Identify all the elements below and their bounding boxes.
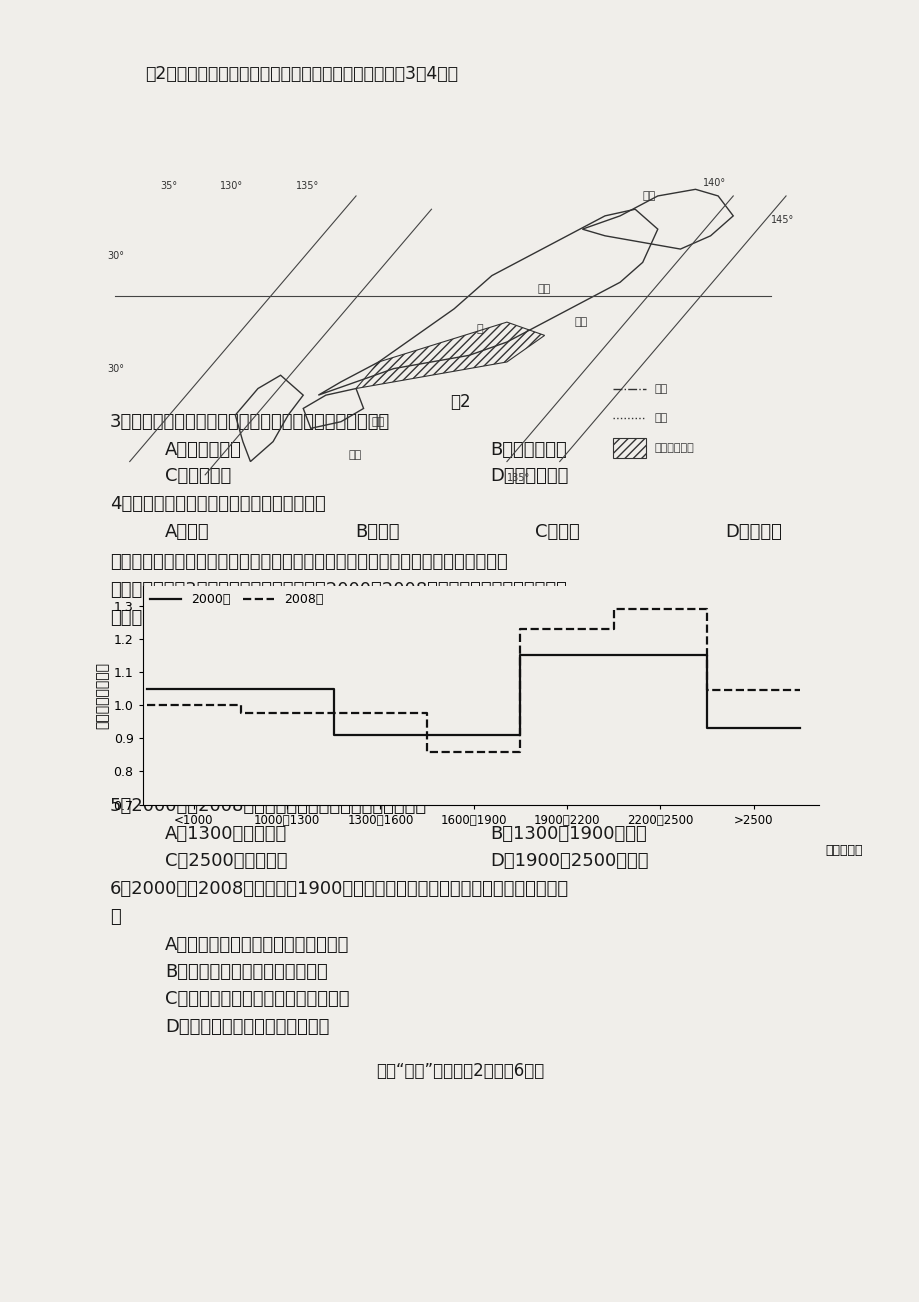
- 2008年: [607, 602, 618, 617]
- Text: A．市场: A．市场: [165, 523, 210, 542]
- Line: 2000年: 2000年: [147, 655, 800, 736]
- Text: 的紧张程度。图3为贵州乌蒙山区各海拔地带2000、2008年人口耕地弹性系数状况，读: 的紧张程度。图3为贵州乌蒙山区各海拔地带2000、2008年人口耕地弹性系数状况…: [110, 581, 566, 599]
- Text: 北界: 北界: [653, 384, 666, 393]
- 2000年: [700, 647, 711, 663]
- Y-axis label: 人口耕地弹性系数: 人口耕地弹性系数: [96, 661, 109, 729]
- Text: 地理“二诊”考试题刴2页（兲6页）: 地理“二诊”考试题刴2页（兲6页）: [376, 1062, 543, 1079]
- Text: A．水稻和苹果: A．水稻和苹果: [165, 441, 242, 460]
- Text: 35°: 35°: [160, 181, 176, 191]
- Text: 甘薯: 甘薯: [537, 284, 550, 294]
- 2008年: [700, 602, 711, 617]
- 2000年: [421, 728, 432, 743]
- Text: 6．2000年～2008年，该地区1900米以上地带人口耕地弹性系数变化及其原因可能: 6．2000年～2008年，该地区1900米以上地带人口耕地弹性系数变化及其原因…: [110, 880, 569, 898]
- Text: C．2500米以上地带: C．2500米以上地带: [165, 852, 288, 870]
- Text: 145°: 145°: [770, 215, 793, 224]
- Text: 柑桔: 柑桔: [370, 417, 384, 427]
- Text: A．1300米以下地带: A．1300米以下地带: [165, 825, 287, 842]
- Text: 苹果: 苹果: [348, 450, 361, 460]
- Text: 海拔（米）: 海拔（米）: [824, 844, 862, 857]
- Text: B．1300～1900米地带: B．1300～1900米地带: [490, 825, 646, 842]
- Text: 水稻: 水稻: [642, 191, 655, 202]
- 2008年: [421, 743, 432, 759]
- 2000年: [234, 681, 245, 697]
- 2008年: [234, 698, 245, 713]
- Text: 人口耕地弹性系数是土地面积百分比和人口百分比之比，它可以衡量人口与耕地关系: 人口耕地弹性系数是土地面积百分比和人口百分比之比，它可以衡量人口与耕地关系: [110, 553, 507, 572]
- 2000年: [607, 647, 618, 663]
- 2008年: [515, 743, 526, 759]
- 2000年: [700, 720, 711, 736]
- 2008年: [142, 698, 153, 713]
- Text: 南界: 南界: [653, 414, 666, 423]
- Text: 茶: 茶: [476, 324, 482, 335]
- Legend: 2000年, 2008年: 2000年, 2008年: [145, 589, 328, 612]
- Text: B．人口迁出，人地关系趋于缓和: B．人口迁出，人地关系趋于缓和: [165, 963, 327, 980]
- 2000年: [607, 647, 618, 663]
- 2000年: [234, 681, 245, 697]
- 2000年: [328, 681, 339, 697]
- 2000年: [421, 728, 432, 743]
- Text: D．1900～2500米地带: D．1900～2500米地带: [490, 852, 648, 870]
- 2000年: [328, 728, 339, 743]
- Text: A．大量开墓耕地，人地关系趋于缓和: A．大量开墓耕地，人地关系趋于缓和: [165, 936, 349, 954]
- Text: 图回味5～6题。: 图回味5～6题。: [110, 609, 198, 628]
- Text: 图2: 图2: [449, 393, 470, 411]
- Line: 2008年: 2008年: [147, 609, 800, 751]
- Text: C．甘薯和茶: C．甘薯和茶: [165, 467, 231, 486]
- Text: 135°: 135°: [295, 181, 319, 191]
- Text: C．交通: C．交通: [535, 523, 579, 542]
- 2008年: [328, 706, 339, 721]
- Text: 30°: 30°: [107, 251, 124, 260]
- Text: 5．2000年～2008年，该地区人地关系趋于紧张的地带是: 5．2000年～2008年，该地区人地关系趋于紧张的地带是: [110, 797, 426, 815]
- 2008年: [421, 706, 432, 721]
- 2008年: [515, 621, 526, 637]
- Text: B．水稻和亚鸻: B．水稻和亚鸻: [490, 441, 566, 460]
- 2008年: [700, 682, 711, 698]
- 2000年: [515, 728, 526, 743]
- Text: 是: 是: [110, 907, 120, 926]
- 2008年: [607, 621, 618, 637]
- Text: D．劳动力: D．劳动力: [724, 523, 781, 542]
- Text: 140°: 140°: [702, 178, 725, 187]
- Text: D．人口迁入，人地关系趋于紧张: D．人口迁入，人地关系趋于紧张: [165, 1018, 329, 1036]
- Text: 亚鸻: 亚鸻: [574, 318, 587, 327]
- Text: 图2是日本几种农作物和主要工业地带分布图，读图回味3～4题。: 图2是日本几种农作物和主要工业地带分布图，读图回味3～4题。: [145, 65, 458, 83]
- 2000年: [794, 720, 805, 736]
- Text: 3．图中的几种农作物中，在日本分布范图最大和最小的是: 3．图中的几种农作物中，在日本分布范图最大和最小的是: [110, 413, 390, 431]
- Text: B．技术: B．技术: [355, 523, 399, 542]
- 2008年: [328, 706, 339, 721]
- Text: 130°: 130°: [220, 181, 244, 191]
- Text: 主要工业地带: 主要工业地带: [653, 443, 693, 453]
- Text: C．大量退耕还林，人地关系趋于紧张: C．大量退耕还林，人地关系趋于紧张: [165, 990, 349, 1008]
- Text: 图3: 图3: [449, 776, 470, 794]
- 2000年: [515, 647, 526, 663]
- 2008年: [794, 682, 805, 698]
- 2000年: [142, 681, 153, 697]
- Text: 30°: 30°: [107, 365, 124, 374]
- 2008年: [234, 706, 245, 721]
- Text: 4．影响日本主要工业地带分布的主导因素是: 4．影响日本主要工业地带分布的主导因素是: [110, 495, 325, 513]
- Text: 135°: 135°: [506, 474, 529, 483]
- Text: D．甘桔和亚鸻: D．甘桔和亚鸻: [490, 467, 568, 486]
